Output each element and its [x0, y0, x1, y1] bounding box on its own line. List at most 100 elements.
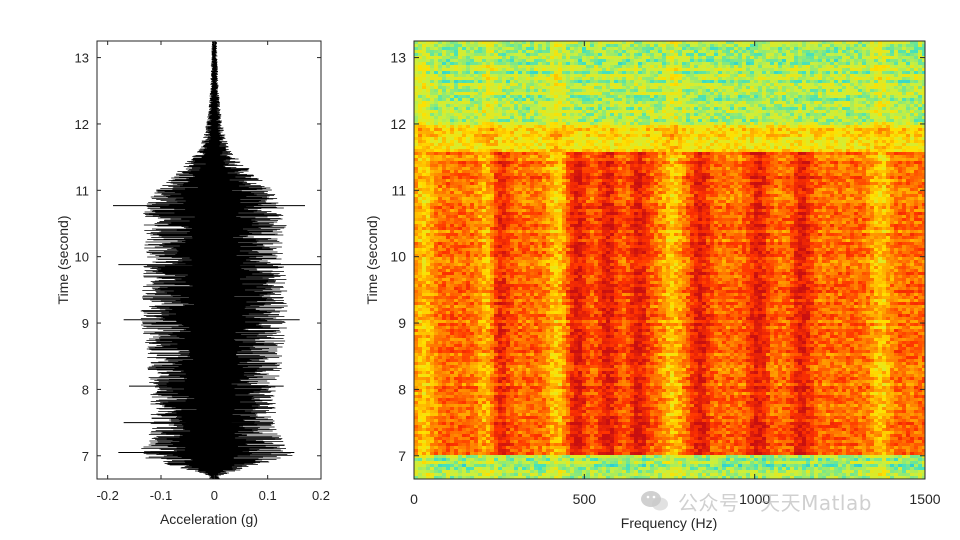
spectrogram-cell	[474, 92, 479, 96]
spectrogram-cell	[914, 143, 919, 147]
spectrogram-cell	[806, 59, 811, 63]
spectrogram-cell	[438, 152, 443, 156]
spectrogram-cell	[754, 113, 759, 117]
spectrogram-cell	[738, 83, 743, 87]
spectrogram-cell	[494, 143, 499, 147]
spectrogram-cell	[766, 83, 771, 87]
spectrogram-cell	[738, 65, 743, 69]
spectrogram-cell	[618, 122, 623, 126]
spectrogram-cell	[654, 89, 659, 93]
spectrogram-cell	[622, 65, 627, 69]
spectrogram-cell	[746, 101, 751, 105]
spectrogram-cell	[694, 56, 699, 60]
spectrogram-cell	[502, 89, 507, 93]
spectrogram-cell	[562, 83, 567, 87]
spectrogram-cell	[718, 59, 723, 63]
spectrogram-cell	[730, 77, 735, 81]
spectrogram-cell	[498, 152, 503, 156]
spectrogram-cell	[418, 113, 423, 117]
spectrogram-cell	[730, 116, 735, 120]
spectrogram-cell	[618, 134, 623, 138]
spectrogram-cell	[922, 116, 925, 120]
spectrogram-cell	[542, 146, 547, 150]
spectrogram-cell	[450, 146, 455, 150]
spectrogram-cell	[650, 83, 655, 87]
spectrogram-cell	[614, 80, 619, 84]
spectrogram-cell	[558, 101, 563, 105]
spectrogram-cell	[458, 146, 463, 150]
spectrogram-cell	[562, 56, 567, 60]
spectrogram-cell	[426, 59, 431, 63]
spectrogram-cell	[798, 137, 803, 141]
spectrogram-cell	[698, 119, 703, 123]
spectrogram-cell	[430, 152, 435, 156]
spectrogram-cell	[886, 56, 891, 60]
spectrogram-cell	[578, 101, 583, 105]
spectrogram-cell	[618, 125, 623, 129]
spectrogram-cell	[570, 119, 575, 123]
spectrogram-cell	[554, 137, 559, 141]
spectrogram-cell	[542, 56, 547, 60]
spectrogram-cell	[650, 89, 655, 93]
spectrogram-cell	[746, 152, 751, 156]
spectrogram-cell	[662, 110, 667, 114]
spectrogram-cell	[726, 110, 731, 114]
spectrogram-cell	[462, 119, 467, 123]
spectrogram-cell	[466, 125, 471, 129]
spectrogram-cell	[870, 107, 875, 111]
spectrogram-cell	[854, 98, 859, 102]
spectrogram-cell	[558, 155, 563, 159]
spectrogram-cell	[750, 131, 755, 135]
spectrogram-cell	[682, 119, 687, 123]
spectrogram-cell	[622, 149, 627, 153]
spectrogram-cell	[826, 149, 831, 153]
spectrogram-cell	[570, 86, 575, 90]
spectrogram-cell	[638, 56, 643, 60]
spectrogram-cell	[670, 113, 675, 117]
spectrogram-cell	[654, 95, 659, 99]
spectrogram-cell	[598, 95, 603, 99]
spectrogram-cell	[914, 140, 919, 144]
spectrogram-cell	[582, 131, 587, 135]
spectrogram-cell	[650, 74, 655, 78]
spectrogram-cell	[858, 89, 863, 93]
spectrogram-cell	[442, 83, 447, 87]
spectrogram-cell	[622, 134, 627, 138]
spectrogram-cell	[478, 62, 483, 66]
spectrogram-cell	[674, 86, 679, 90]
spectrogram-cell	[690, 107, 695, 111]
spectrogram-cell	[594, 155, 599, 159]
spectrogram-cell	[838, 80, 843, 84]
spectrogram-cell	[706, 116, 711, 120]
spectrogram-cell	[838, 101, 843, 105]
spectrogram-cell	[482, 74, 487, 78]
spectrogram-cell	[422, 131, 427, 135]
spectrogram-cell	[454, 125, 459, 129]
spectrogram-cell	[626, 80, 631, 84]
spectrogram-cell	[862, 53, 867, 57]
spectrogram-cell	[478, 146, 483, 150]
spectrogram-cell	[878, 62, 883, 66]
spectrogram-cell	[518, 80, 523, 84]
spectrogram-cell	[490, 101, 495, 105]
spectrogram-cell	[854, 146, 859, 150]
spectrogram-cell	[814, 65, 819, 69]
spectrogram-cell	[430, 47, 435, 51]
spectrogram-cell	[590, 125, 595, 129]
spectrogram-cell	[414, 119, 419, 123]
spectrogram-cell	[918, 83, 923, 87]
spectrogram-cell	[702, 155, 707, 159]
spectrogram-cell	[770, 113, 775, 117]
spectrogram-cell	[598, 104, 603, 108]
spectrogram-cell	[714, 119, 719, 123]
spectrogram-cell	[834, 56, 839, 60]
spectrogram-cell	[418, 149, 423, 153]
spectrogram-cell	[666, 134, 671, 138]
spectrogram-cell	[862, 41, 867, 45]
spectrogram-cell	[482, 152, 487, 156]
spectrogram-cell	[702, 71, 707, 75]
spectrogram-cell	[882, 68, 887, 72]
spectrogram-cell	[574, 101, 579, 105]
spectrogram-cell	[582, 143, 587, 147]
spectrogram-cell	[690, 71, 695, 75]
